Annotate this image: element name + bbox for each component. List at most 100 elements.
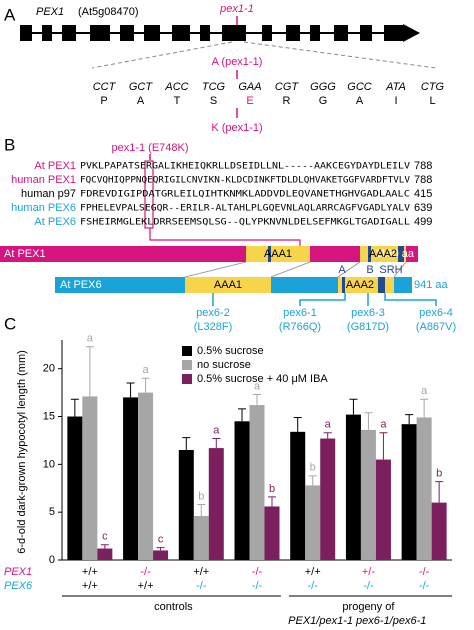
residue: P [100, 95, 107, 107]
significance-letter: b [198, 490, 204, 502]
sequence-name: human PEX1 [11, 174, 76, 186]
bar [431, 502, 447, 560]
error-bar [212, 438, 221, 449]
sequence-end: 788 [414, 160, 432, 172]
group-label: PEX1/pex1-1 pex6-1/pex6-1 [288, 615, 426, 627]
domain-label: AAA2 [346, 279, 374, 291]
residue: I [394, 95, 397, 107]
bar [305, 485, 321, 560]
error-bar [308, 475, 317, 486]
bar [264, 506, 280, 560]
domain-label: AAA1 [214, 279, 242, 291]
error-bar [100, 544, 109, 549]
codon: GCC [347, 81, 372, 93]
bar [234, 421, 250, 560]
legend-swatch [182, 346, 192, 356]
residue-change: K (pex1-1) [211, 122, 262, 134]
bar [208, 448, 224, 560]
y-axis-label: 6-d-old dark-grown hypocotyl length (mm) [16, 350, 28, 554]
row-label: PEX6 [4, 580, 33, 592]
bar [178, 450, 194, 560]
motif-label: A [338, 264, 346, 276]
significance-letter: b [269, 483, 275, 495]
error-bar [435, 481, 444, 503]
significance-letter: a [421, 385, 428, 397]
pex1-bar [0, 246, 418, 262]
significance-letter: b [310, 462, 316, 474]
y-tick-label: 0 [49, 554, 55, 566]
mutation-box [144, 160, 154, 229]
protein-name: At PEX6 [60, 279, 102, 291]
motif [398, 246, 404, 262]
motif [368, 246, 371, 262]
codon: ATA [385, 81, 406, 93]
sequence: FPHELEVPALSEGQR--ERILR-ALTAHLPLGQEVNLAQL… [80, 204, 411, 214]
sequence-end: 415 [414, 188, 432, 200]
sequence: PVKLPAPATSERGALIKHEIQKRLLDSEIDLLNL-----A… [80, 162, 411, 172]
y-tick-label: 5 [49, 506, 55, 518]
domain-label: AAA1 [264, 248, 292, 260]
allele-name: pex6-3 [351, 307, 385, 319]
bar [138, 392, 154, 560]
pex6-genotype: -/- [308, 580, 319, 592]
bar [153, 550, 169, 560]
significance-letter: c [102, 531, 108, 543]
error-bar [323, 432, 332, 439]
codon: GGG [310, 81, 336, 93]
exons [20, 25, 404, 41]
significance-letter: c [158, 533, 164, 545]
residue: A [356, 95, 364, 107]
sequence-name: human p97 [21, 188, 76, 200]
sequence-end: 499 [414, 216, 432, 228]
codon: CTG [421, 81, 445, 93]
codon: GCT [129, 81, 154, 93]
error-bar [268, 496, 276, 507]
group-label: controls [154, 601, 193, 613]
error-bar [293, 416, 302, 432]
y-tick-label: 15 [43, 410, 55, 422]
error-bar [253, 394, 261, 406]
allele-arrows [212, 293, 437, 306]
motif-label: SRH [379, 264, 402, 276]
aaa-box [185, 277, 271, 293]
significance-letter: a [325, 419, 332, 431]
pex6-genotype: -/- [419, 580, 430, 592]
codon: CGT [275, 81, 300, 93]
pex6-genotype: -/- [252, 580, 263, 592]
error-bar [238, 408, 246, 422]
legend-swatch [182, 374, 192, 384]
residue: R [283, 95, 291, 107]
panel-label: B [4, 135, 15, 154]
allele-name: pex6-4 [419, 307, 453, 319]
motif [378, 277, 385, 293]
sequence: FQCVQHIQPPNQEQRIGILCNVIKN-KLDCDINKFTDLDL… [80, 176, 411, 186]
residue: G [319, 95, 328, 107]
pex6-genotype: +/+ [138, 580, 154, 592]
residue: L [429, 95, 435, 107]
residue: S [210, 95, 217, 107]
protein-length: 941 aa [414, 279, 449, 291]
allele-change: (L328F) [194, 321, 233, 333]
motif [342, 277, 345, 293]
significance-letter: a [87, 333, 94, 345]
bar [360, 429, 376, 560]
aaa-box [360, 246, 406, 262]
legend-label: 0.5% sucrose [197, 345, 264, 357]
error-bar [70, 398, 79, 417]
legend-label: no sucrose [197, 359, 251, 371]
allele-change: (G817D) [347, 321, 389, 333]
bar [97, 548, 113, 560]
allele-name: pex6-2 [196, 307, 230, 319]
codon: CCT [93, 81, 117, 93]
pex1-genotype: -/- [252, 566, 263, 578]
aaa-box [246, 246, 310, 262]
group-label: progeny of [342, 601, 395, 613]
significance-letter: b [436, 467, 442, 479]
error-bar [364, 412, 373, 430]
pex1-genotype: +/+ [193, 566, 209, 578]
bar [249, 405, 265, 560]
panel-label: A [4, 5, 16, 24]
protein-length: 1130 aa [375, 248, 415, 260]
panel-label: C [4, 314, 16, 333]
error-bar [379, 432, 388, 460]
